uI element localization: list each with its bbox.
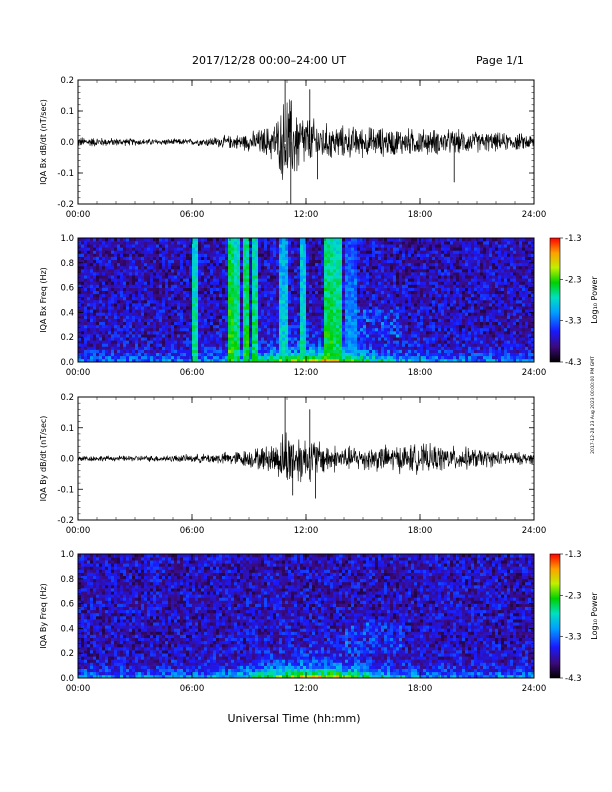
colorbar-tick-label: -2.3 bbox=[565, 275, 582, 285]
y-tick-label: 0.4 bbox=[60, 308, 74, 318]
y-tick-label: 0.8 bbox=[60, 575, 74, 585]
x-tick-label: 12:00 bbox=[294, 526, 319, 536]
series-trace bbox=[77, 99, 535, 180]
x-tick-label: 12:00 bbox=[294, 210, 319, 220]
series-trace bbox=[77, 432, 535, 483]
x-tick-label: 06:00 bbox=[180, 210, 205, 220]
panels-group: 0.20.10.0-0.1-0.200:00 06:00 12:00 18:00 24:… bbox=[39, 76, 599, 694]
colorbar-tick-label: -2.3 bbox=[565, 591, 582, 601]
spectrogram-cells bbox=[78, 238, 535, 363]
x-tick-label: 00:00 bbox=[66, 526, 91, 536]
x-tick-label: 00:00 bbox=[66, 210, 91, 220]
side-timestamp: 2017-12-28 23 Aug 2023 00:00:00 PM GMT bbox=[590, 356, 596, 454]
x-axis-title: Universal Time (hh:mm) bbox=[228, 712, 361, 725]
x-tick-label: 24:00 bbox=[522, 684, 547, 694]
y-tick-label: 0.0 bbox=[60, 455, 74, 465]
panel-2: -1.3 -2.3 -3.3 -4.3 Log₁₀ Power 1.0 0.8 0.6 0.4 0… bbox=[39, 234, 599, 378]
y-axis-label: IQA Bx dB/dt (nT/sec) bbox=[39, 99, 48, 185]
x-tick-label: 18:00 bbox=[408, 368, 433, 378]
colorbar-tick-label: -4.3 bbox=[565, 358, 582, 368]
x-tick-label: 00:00 bbox=[66, 684, 91, 694]
y-tick-label: -0.2 bbox=[57, 516, 74, 526]
x-tick-label: 06:00 bbox=[180, 526, 205, 536]
y-tick-label: 1.0 bbox=[60, 234, 74, 244]
colorbar-tick-label: -4.3 bbox=[565, 674, 582, 684]
x-tick-label: 12:00 bbox=[294, 368, 319, 378]
y-tick-label: 0.6 bbox=[60, 600, 74, 610]
y-tick-label: -0.1 bbox=[57, 485, 74, 495]
colorbar-tick-label: -1.3 bbox=[565, 234, 582, 244]
panel-4: -1.3 -2.3 -3.3 -4.3 Log₁₀ Power 1.0 0.8 0.6 0.4 0… bbox=[39, 550, 599, 694]
x-tick-label: 24:00 bbox=[522, 368, 547, 378]
y-tick-label: 0.4 bbox=[60, 624, 74, 634]
colorbar bbox=[549, 237, 561, 363]
colorbar-label: Log₁₀ Power bbox=[590, 276, 599, 324]
x-tick-label: 06:00 bbox=[180, 684, 205, 694]
y-tick-label: 0.2 bbox=[60, 393, 74, 403]
y-tick-label: -0.1 bbox=[57, 169, 74, 179]
y-tick-label: 0.6 bbox=[60, 284, 74, 294]
spectrogram-cells bbox=[78, 554, 535, 679]
y-axis-label: IQA By dB/dt (nT/sec) bbox=[39, 416, 48, 502]
y-tick-label: 0.0 bbox=[60, 138, 74, 148]
y-tick-label: 0.0 bbox=[60, 358, 74, 368]
y-axis-label: IQA By Freq (Hz) bbox=[39, 583, 48, 649]
y-tick-label: 0.2 bbox=[60, 76, 74, 86]
y-tick-label: 0.2 bbox=[60, 649, 74, 659]
y-tick-label: 0.8 bbox=[60, 259, 74, 269]
y-tick-label: 0.1 bbox=[60, 424, 74, 434]
x-tick-label: 00:00 bbox=[66, 368, 91, 378]
y-tick-label: 0.0 bbox=[60, 674, 74, 684]
x-tick-label: 24:00 bbox=[522, 210, 547, 220]
colorbar-label: Log₁₀ Power bbox=[590, 592, 599, 640]
panel-3: 0.2 0.1 0.0 -0.1 -0.200:00 06:00 12:00 18:00 24:… bbox=[39, 393, 546, 536]
y-tick-label: 0.1 bbox=[60, 107, 74, 117]
colorbar-tick-label: -1.3 bbox=[565, 550, 582, 560]
panel-1: 0.2 0.1 0.0 -0.1 -0.200:00 06:00 12:00 18:00 24:… bbox=[39, 76, 546, 220]
x-tick-label: 18:00 bbox=[408, 210, 433, 220]
colorbar-tick-label: -3.3 bbox=[565, 633, 582, 643]
page-indicator: Page 1/1 bbox=[476, 54, 524, 67]
y-tick-label: 0.2 bbox=[60, 333, 74, 343]
colorbar bbox=[549, 553, 561, 679]
y-tick-label: 1.0 bbox=[60, 550, 74, 560]
y-tick-label: -0.2 bbox=[57, 200, 74, 210]
report-title: 2017/12/28 00:00–24:00 UT bbox=[192, 54, 347, 67]
x-tick-label: 12:00 bbox=[294, 684, 319, 694]
colorbar-tick-label: -3.3 bbox=[565, 317, 582, 327]
y-axis-label: IQA Bx Freq (Hz) bbox=[39, 267, 48, 333]
x-tick-label: 24:00 bbox=[522, 526, 547, 536]
x-tick-label: 06:00 bbox=[180, 368, 205, 378]
x-tick-label: 18:00 bbox=[408, 526, 433, 536]
x-tick-label: 18:00 bbox=[408, 684, 433, 694]
